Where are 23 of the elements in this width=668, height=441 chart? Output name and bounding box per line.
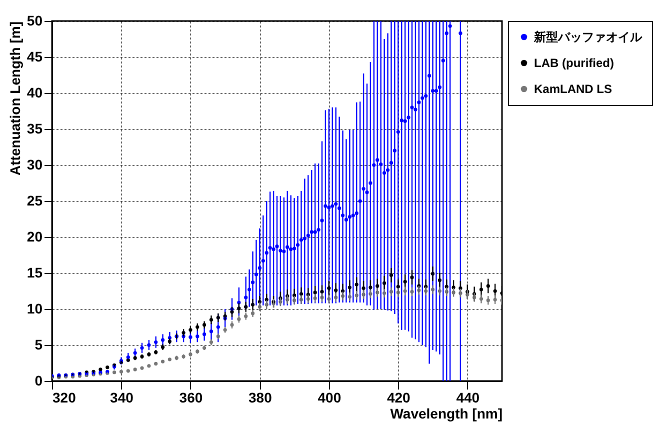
y-tick-label: 50 bbox=[26, 12, 43, 28]
y-axis-title: Attenuation Length [m] bbox=[6, 22, 23, 176]
y-tick-label: 20 bbox=[26, 228, 43, 244]
x-axis-title: Wavelength [nm] bbox=[390, 406, 502, 422]
x-tick-label: 420 bbox=[386, 390, 411, 406]
y-tick-label: 30 bbox=[26, 156, 43, 172]
x-tick-label: 440 bbox=[456, 390, 480, 406]
x-tick-label: 360 bbox=[179, 390, 203, 406]
legend-label: 新型バッファオイル bbox=[533, 30, 643, 44]
y-tick-label: 40 bbox=[26, 84, 43, 100]
legend-label: LAB (purified) bbox=[534, 56, 614, 70]
y-tick-label: 35 bbox=[26, 120, 43, 136]
x-tick-label: 400 bbox=[318, 390, 342, 406]
x-tick-label: 340 bbox=[110, 390, 134, 406]
y-tick-label: 45 bbox=[26, 48, 43, 64]
x-tick-label: 380 bbox=[248, 390, 272, 406]
legend-label: KamLAND LS bbox=[534, 82, 612, 96]
y-tick-label: 15 bbox=[26, 264, 43, 280]
y-tick-label: 25 bbox=[26, 192, 43, 208]
y-tick-label: 10 bbox=[26, 300, 43, 316]
y-tick-label: 5 bbox=[34, 336, 43, 352]
y-tick-label: 0 bbox=[34, 372, 43, 388]
x-tick-label: 320 bbox=[52, 390, 76, 406]
